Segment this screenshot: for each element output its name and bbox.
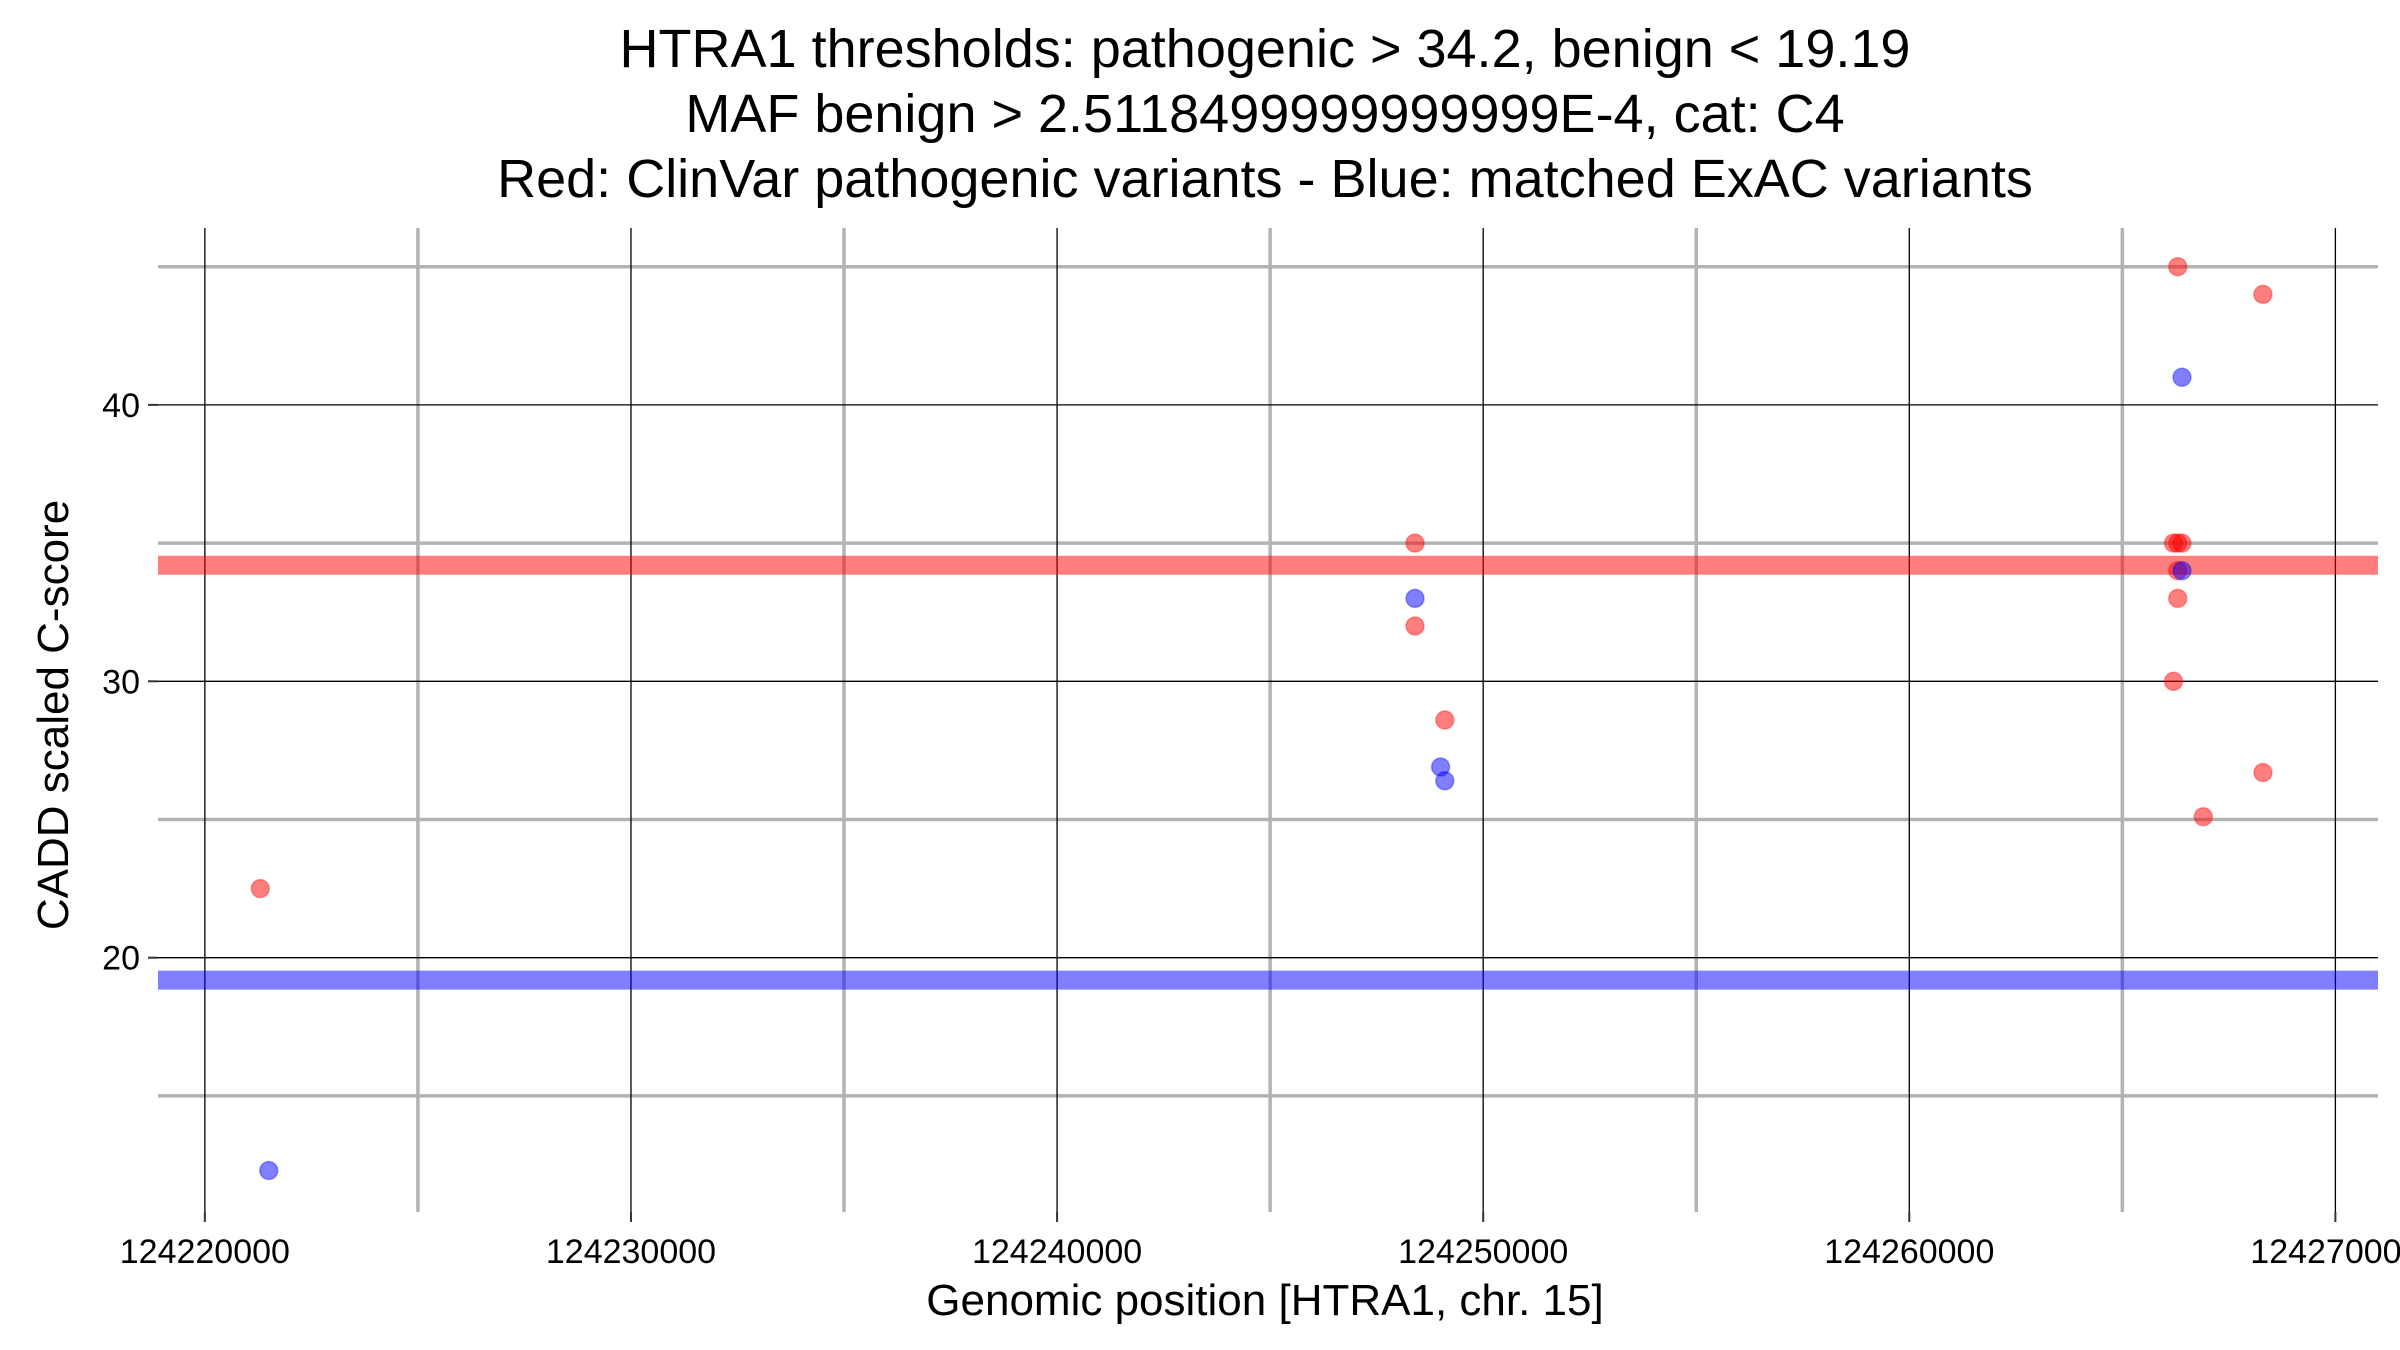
chart-title-line-1: HTRA1 thresholds: pathogenic > 34.2, ben… <box>620 19 1911 79</box>
pathogenic-point <box>2163 671 2184 692</box>
y-tick-label: 40 <box>102 387 140 425</box>
pathogenic-point <box>2172 533 2192 553</box>
x-tick-label: 124250000 <box>1398 1233 1568 1271</box>
x-tick-label: 124240000 <box>972 1233 1142 1271</box>
y-tick-label: 30 <box>102 663 140 701</box>
chart-title-line-2: MAF benign > 2.5118499999999999E-4, cat:… <box>685 84 1844 144</box>
benign-point <box>1405 588 1425 609</box>
chart-title: HTRA1 thresholds: pathogenic > 34.2, ben… <box>497 19 2033 209</box>
pathogenic-point <box>2167 256 2188 277</box>
y-axis-ticks: 20 30 40 <box>102 387 158 978</box>
pathogenic-point <box>1435 710 1455 730</box>
x-tick-label: 124220000 <box>120 1233 290 1271</box>
x-tick-label: 124260000 <box>1824 1233 1994 1271</box>
x-tick-label: 124270000 <box>2250 1233 2400 1271</box>
benign-point <box>2172 367 2192 388</box>
x-axis-title: Genomic position [HTRA1, chr. 15] <box>926 1276 1603 1325</box>
benign-point <box>1435 771 1455 791</box>
x-axis-ticks: 124220000 124230000 124240000 124250000 1242… <box>120 1212 2400 1271</box>
x-tick-label: 124230000 <box>546 1233 716 1271</box>
benign-point <box>259 1160 279 1181</box>
pathogenic-point <box>2167 588 2188 609</box>
y-tick-label: 20 <box>102 940 140 978</box>
benign-point <box>2172 560 2192 581</box>
pathogenic-point <box>2253 762 2273 783</box>
pathogenic-point <box>1405 533 1425 553</box>
chart-title-line-3: Red: ClinVar pathogenic variants - Blue:… <box>497 149 2033 209</box>
minor-gridlines <box>158 228 2378 1212</box>
threshold-lines <box>158 555 2378 990</box>
pathogenic-point <box>250 878 271 899</box>
major-gridlines <box>158 228 2378 1212</box>
pathogenic-point <box>2193 806 2214 827</box>
pathogenic-point <box>2253 284 2273 305</box>
data-points <box>250 256 2273 1181</box>
y-axis-title: CADD scaled C-score <box>29 500 78 930</box>
pathogenic-point <box>1405 616 1425 636</box>
